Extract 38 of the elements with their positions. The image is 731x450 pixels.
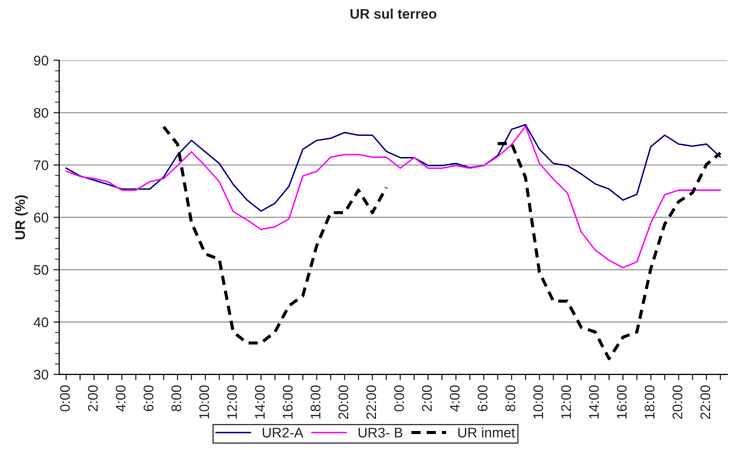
x-tick-label: 16:00	[282, 385, 293, 419]
x-tick-label: 10:00	[533, 385, 544, 419]
line-series	[65, 126, 722, 268]
x-tick-label: 12:00	[227, 385, 237, 419]
x-tick-label: 10:00	[199, 385, 210, 419]
x-tick-label: 20:00	[338, 385, 348, 419]
legend-label: UR2-A	[262, 428, 304, 438]
y-tick-label: 50	[34, 265, 48, 275]
x-tick-label: 8:00	[171, 385, 182, 412]
chart-title: UR sul terreo	[350, 8, 436, 19]
x-tick-label: 0:00	[60, 385, 70, 412]
y-tick-label: 60	[34, 212, 48, 223]
x-tick-label: 2:00	[422, 385, 432, 412]
x-tick-label: 18:00	[644, 385, 655, 419]
x-tick-label: 4:00	[450, 385, 460, 412]
x-tick-label: 12:00	[561, 385, 571, 419]
line-series	[65, 124, 722, 212]
x-tick-label: 2:00	[88, 385, 98, 412]
x-tick-label: 14:00	[589, 385, 599, 419]
x-tick-label: 22:00	[366, 385, 376, 419]
x-tick-label: 6:00	[478, 385, 488, 412]
y-tick-label: 80	[34, 108, 48, 118]
x-tick-label: 20:00	[672, 385, 682, 419]
x-tick-label: 16:00	[616, 385, 627, 419]
x-tick-label: 22:00	[700, 385, 710, 419]
x-tick-label: 4:00	[116, 385, 126, 412]
y-tick-label: 90	[34, 56, 48, 66]
y-tick-label: 40	[34, 317, 48, 328]
y-tick-label: 70	[34, 160, 48, 170]
y-tick-label: 30	[34, 370, 48, 380]
legend-label: UR inmet	[458, 427, 516, 438]
x-tick-label: 0:00	[394, 385, 404, 412]
x-tick-label: 14:00	[254, 385, 265, 419]
x-tick-label: 18:00	[310, 385, 320, 419]
x-tick-label: 6:00	[144, 385, 154, 412]
y-axis-title: UR (%)	[14, 195, 28, 240]
legend-label: UR3- B	[358, 428, 402, 438]
x-tick-label: 8:00	[505, 385, 516, 412]
